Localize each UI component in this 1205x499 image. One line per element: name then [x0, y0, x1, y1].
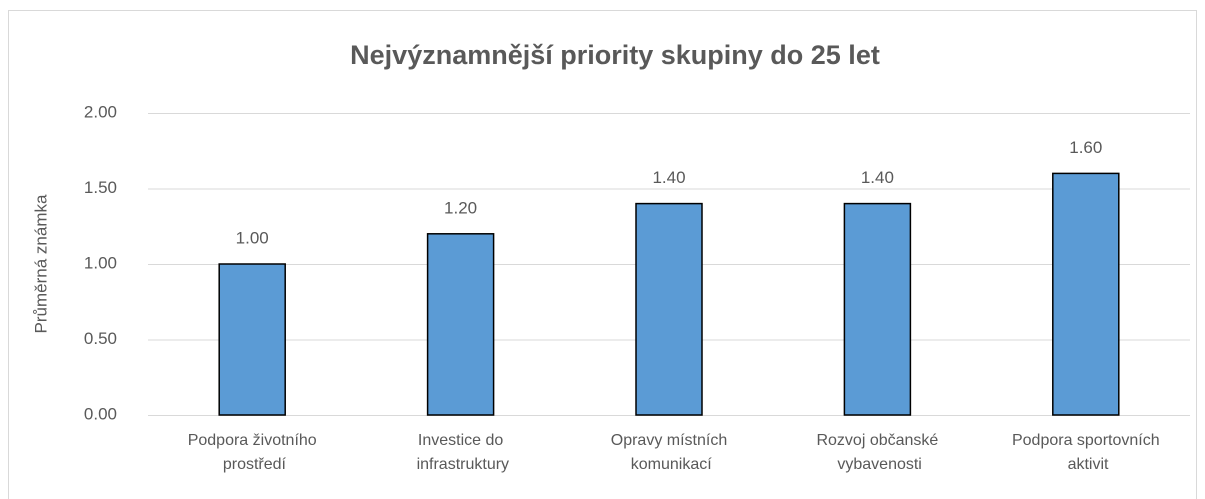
x-tick-label: Podpora sportovních aktivit	[1012, 432, 1160, 473]
data-label: 1.00	[236, 228, 269, 247]
bar	[218, 263, 286, 416]
x-tick-label: Podpora životního prostředí	[188, 432, 317, 473]
y-tick-label: 0.50	[84, 329, 117, 348]
data-label: 1.40	[652, 168, 685, 187]
data-label: 1.40	[861, 168, 894, 187]
y-tick-label: 1.50	[84, 178, 117, 197]
x-tick-label: Opravy místních komunikací	[611, 432, 727, 473]
data-label: 1.20	[444, 198, 477, 217]
data-label: 1.60	[1069, 138, 1102, 157]
y-axis-label: Průměrná známka	[31, 194, 50, 333]
bar	[1052, 172, 1120, 416]
y-tick-label: 2.00	[84, 102, 117, 121]
x-tick-label: Rozvoj občanské vybavenosti	[816, 432, 938, 473]
bar	[426, 233, 495, 416]
y-tick-label: 0.00	[84, 404, 117, 423]
x-tick-label: Investice do infrastruktury	[412, 432, 509, 473]
bar	[635, 202, 703, 416]
chart-title: Nejvýznamnější priority skupiny do 25 le…	[350, 40, 880, 70]
bar	[843, 202, 912, 416]
y-tick-label: 1.00	[84, 253, 117, 272]
chart-border	[8, 10, 1197, 499]
